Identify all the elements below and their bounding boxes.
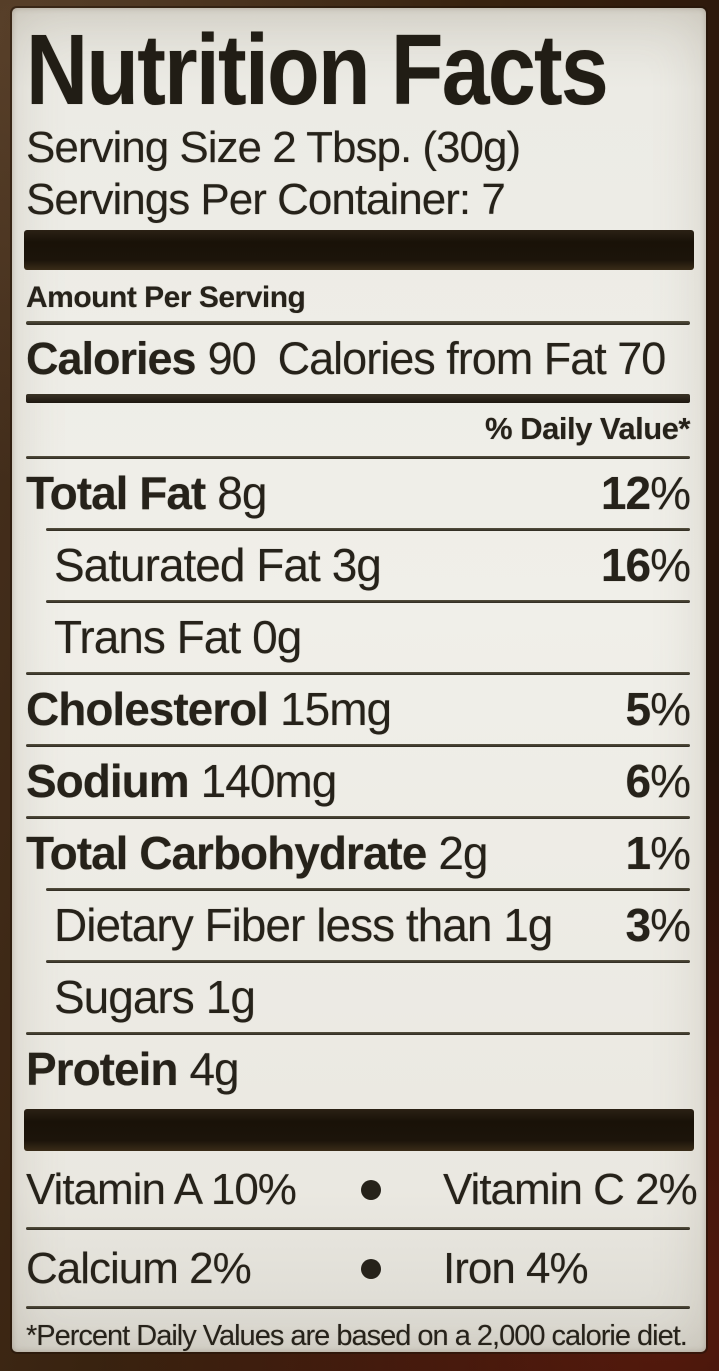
nutrient-amount: 15mg [280, 683, 392, 735]
nutrient-name: Sugars [54, 971, 195, 1023]
percent-sign: % [650, 899, 691, 951]
nutrient-amount: 0g [252, 611, 302, 663]
nutrient-name: Dietary Fiber [54, 899, 305, 951]
nutrient-name: Trans Fat [54, 611, 241, 663]
percent-sign: % [650, 683, 691, 735]
nutrient-row: Protein 4g [26, 1035, 690, 1104]
nutrient-name: Sodium [26, 755, 190, 807]
bullet-separator-icon [361, 1180, 381, 1200]
nutrient-daily-value: 12% [600, 467, 691, 519]
separator-rule [26, 672, 690, 675]
nutrient-row: Trans Fat 0g [26, 603, 690, 672]
nutrient-amount: 2g [438, 827, 488, 879]
calories-label: Calories [26, 333, 197, 384]
separator-rule [26, 1306, 690, 1309]
nutrient-daily-value: 3% [626, 900, 691, 950]
separator-rule [26, 744, 690, 747]
daily-value-number: 16 [600, 539, 651, 591]
nutrition-label: Nutrition Facts Serving Size 2 Tbsp. (30… [12, 8, 706, 1352]
amount-per-serving-heading: Amount Per Serving [26, 281, 306, 314]
separator-rule [46, 960, 690, 963]
section-divider-bar-top [24, 230, 694, 270]
bullet-separator-icon [361, 1259, 381, 1279]
separator-rule [26, 456, 690, 459]
nutrient-row: Sodium 140mg 6% [26, 747, 691, 816]
nutrient-row: Cholesterol 15mg 5% [26, 675, 691, 744]
nutrient-row: Total Fat 8g 12% [26, 459, 691, 528]
micronutrient-row: Calcium 2% Iron 4% [26, 1230, 690, 1306]
micronutrient-left: Vitamin A 10% [26, 1165, 297, 1214]
nutrient-amount: 1g [205, 971, 256, 1023]
separator-rule [26, 816, 690, 819]
daily-value-number: 3 [625, 899, 652, 951]
daily-value-number: 1 [625, 827, 652, 879]
separator-rule [26, 1227, 690, 1230]
servings-per-container: Servings Per Container: 7 [26, 175, 506, 224]
nutrient-amount: 8g [217, 467, 267, 519]
calories-divider-bar [26, 394, 690, 403]
calories-value: 90 [207, 333, 257, 384]
micronutrient-right: Iron 4% [443, 1244, 589, 1293]
daily-value-footnote: *Percent Daily Values are based on a 2,0… [26, 1320, 688, 1352]
separator-rule [46, 528, 690, 531]
percent-sign: % [650, 755, 691, 807]
nutrient-amount: less than 1g [316, 899, 553, 951]
section-divider-bar-bottom [24, 1109, 694, 1151]
label-title-text: Nutrition Facts [26, 14, 609, 126]
daily-value-header: % Daily Value* [485, 411, 690, 446]
label-title: Nutrition Facts [26, 14, 690, 126]
micronutrient-rows: Vitamin A 10% Vitamin C 2% Calcium 2% Ir… [26, 1151, 698, 1309]
nutrient-amount: 4g [189, 1043, 239, 1095]
percent-sign: % [650, 467, 691, 519]
micronutrient-left: Calcium 2% [26, 1244, 252, 1293]
daily-value-number: 6 [625, 755, 652, 807]
nutrient-name: Cholesterol [26, 683, 269, 735]
calories-row: Calories 90 Calories from Fat 70 [26, 334, 690, 384]
micronutrient-right: Vitamin C 2% [443, 1165, 698, 1214]
separator-rule [46, 600, 690, 603]
nutrient-name: Total Carbohydrate [26, 827, 427, 879]
separator-rule [26, 1032, 690, 1035]
nutrient-daily-value: 5% [626, 684, 691, 734]
nutrient-name: Protein [26, 1043, 178, 1095]
serving-size: Serving Size 2 Tbsp. (30g) [26, 123, 521, 172]
daily-value-number: 5 [625, 683, 652, 735]
nutrient-row: Dietary Fiber less than 1g 3% [26, 891, 691, 960]
nutrient-amount: 3g [331, 539, 382, 591]
nutrient-daily-value: 16% [600, 539, 691, 591]
percent-sign: % [650, 539, 691, 591]
separator-rule [26, 321, 690, 325]
calories-from-fat: Calories from Fat 70 [277, 333, 667, 384]
nutrient-rows: Total Fat 8g 12% Saturated Fat 3g 16% Tran… [26, 459, 691, 1104]
nutrient-row: Sugars 1g [26, 963, 690, 1032]
separator-rule [46, 888, 690, 891]
percent-sign: % [650, 827, 691, 879]
nutrient-daily-value: 6% [626, 756, 691, 806]
nutrient-name: Total Fat [26, 467, 206, 519]
daily-value-number: 12 [600, 467, 651, 519]
micronutrient-row: Vitamin A 10% Vitamin C 2% [26, 1151, 698, 1227]
nutrient-daily-value: 1% [626, 828, 691, 878]
nutrient-name: Saturated Fat [54, 539, 321, 591]
nutrient-amount: 140mg [200, 755, 338, 807]
nutrient-row: Total Carbohydrate 2g 1% [26, 819, 691, 888]
nutrient-row: Saturated Fat 3g 16% [26, 531, 691, 600]
